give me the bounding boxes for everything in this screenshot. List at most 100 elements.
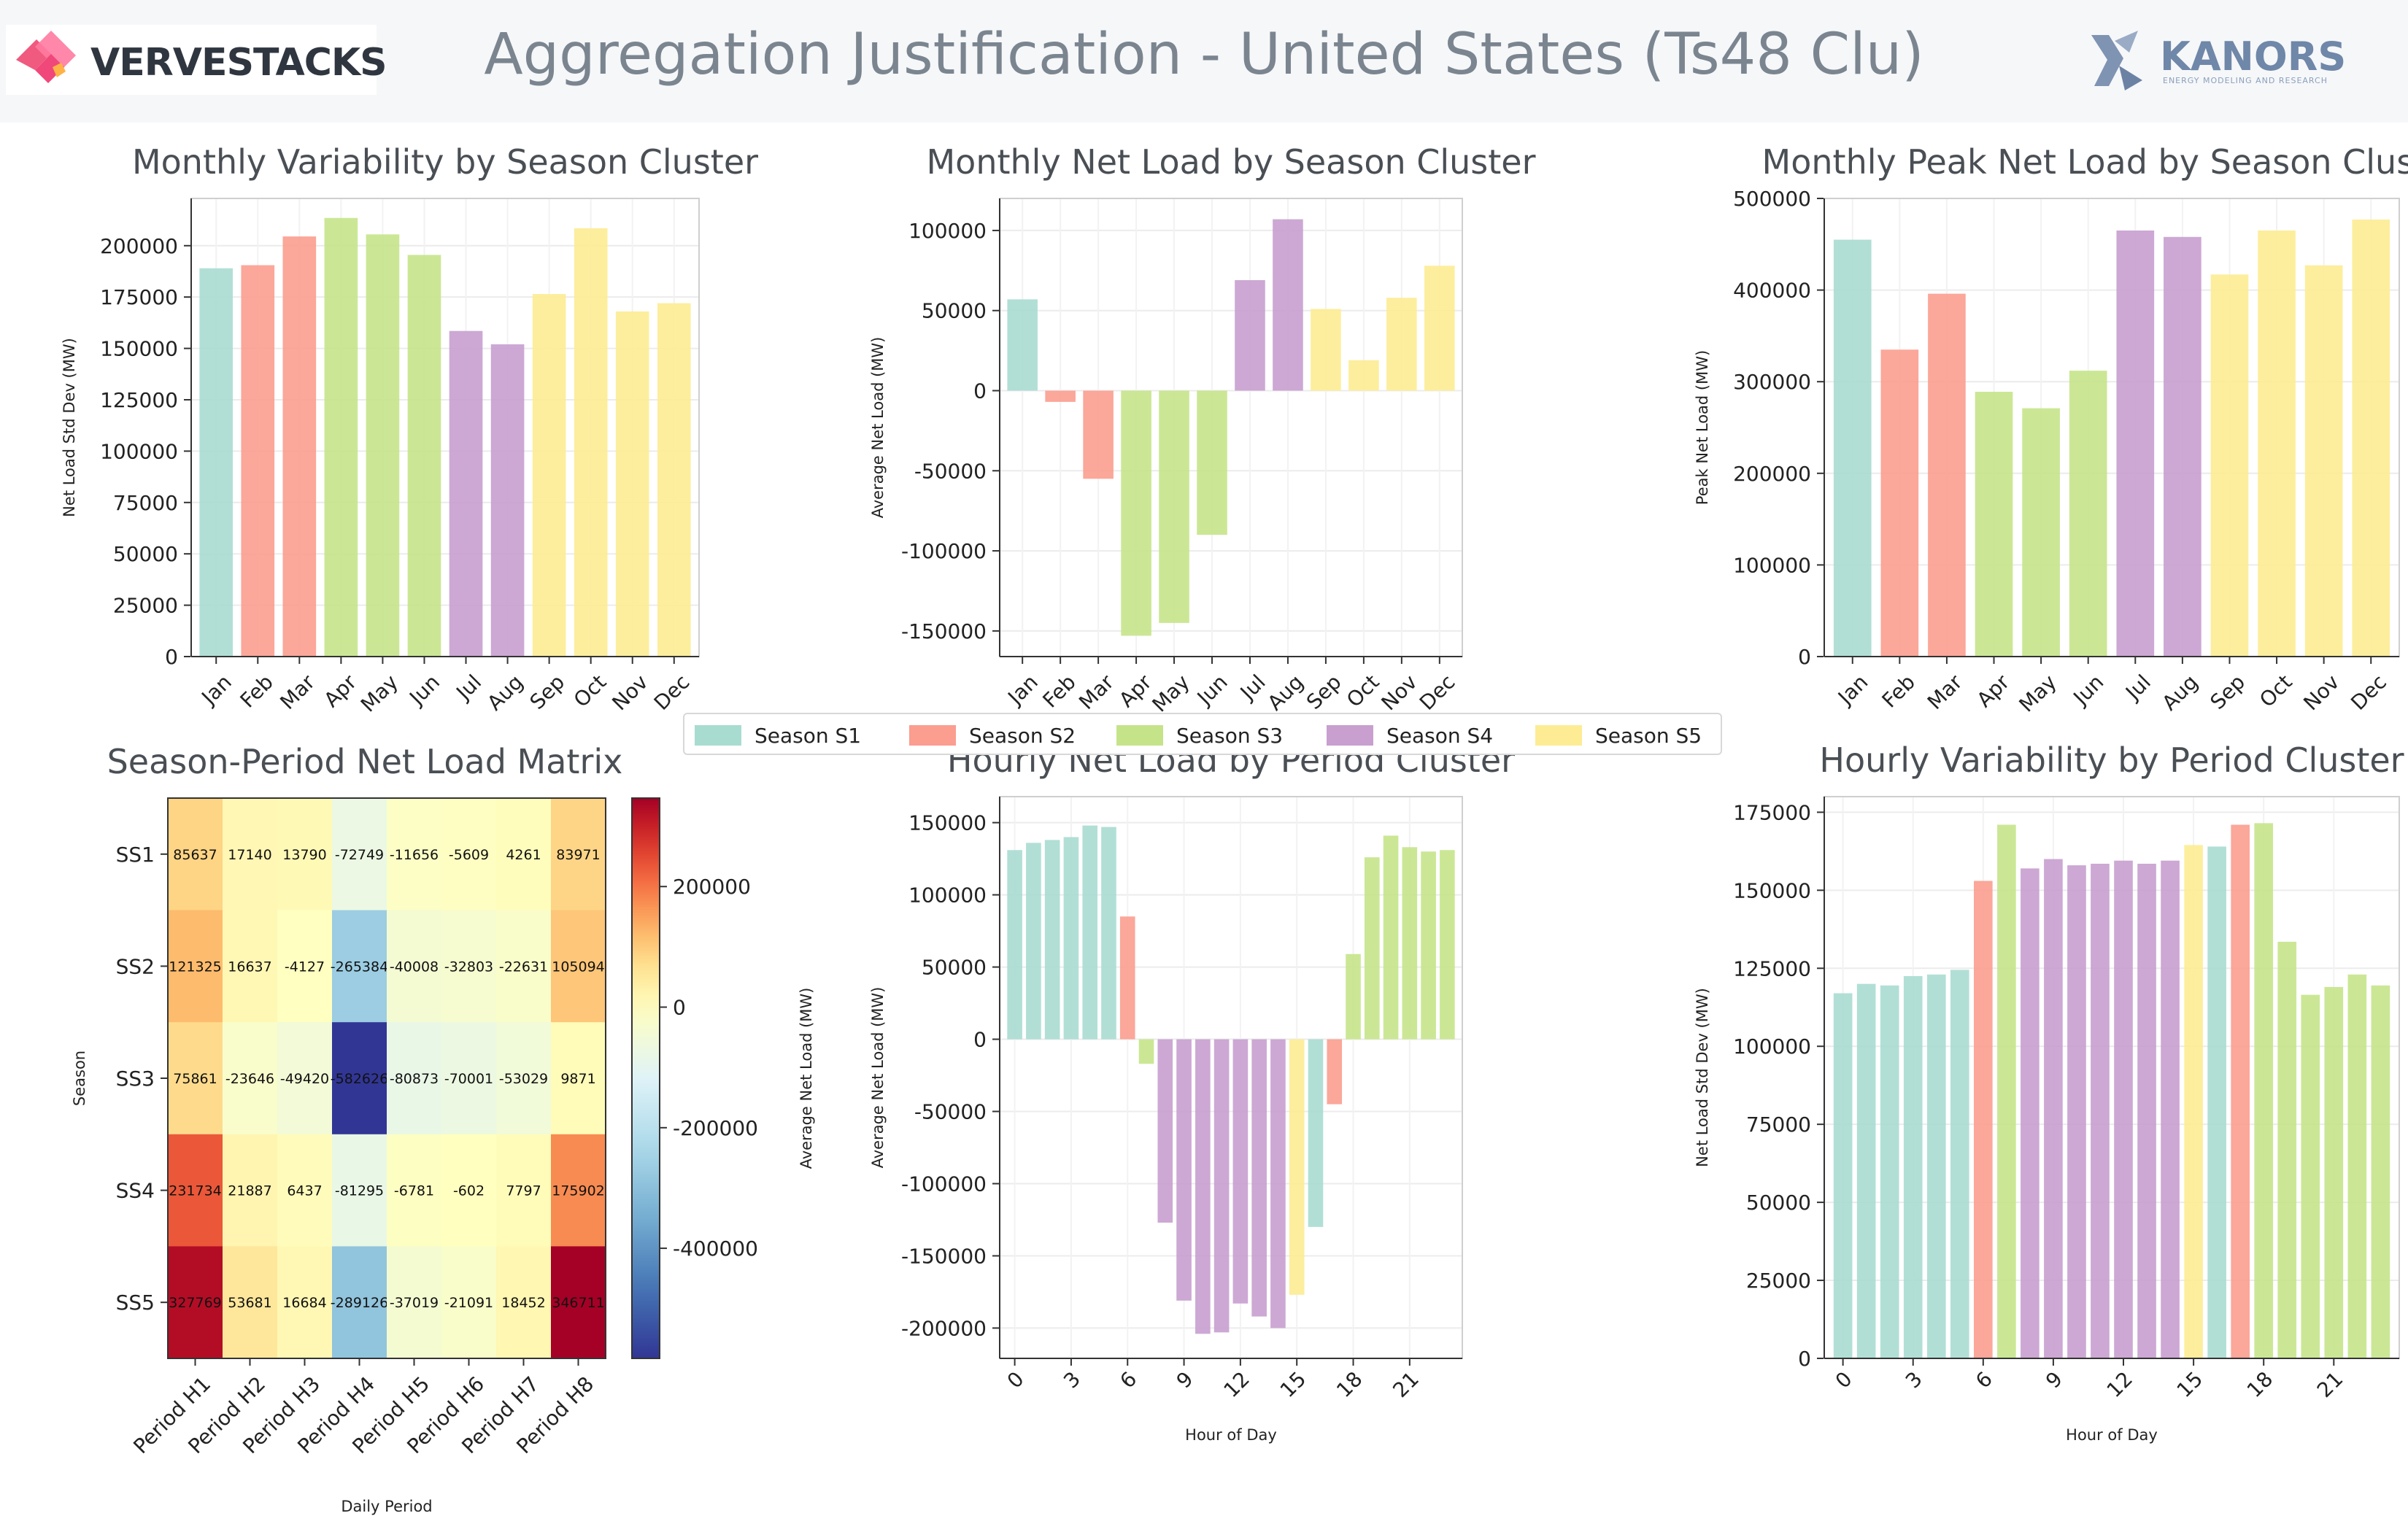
heatmap-cell [496,1134,552,1247]
bar [2352,219,2390,657]
y-tick-label: -50000 [914,1100,987,1124]
bar [1833,993,1853,1358]
colorbar-tick-label: -400000 [673,1237,758,1261]
kanors-logo-subtitle: ENERGY MODELING AND RESEARCH [2163,76,2328,85]
heatmap-cell [496,798,552,911]
y-tick-label: 75000 [113,491,178,515]
bar [490,344,525,657]
y-tick-label: 50000 [922,299,987,323]
plot-area [191,198,699,657]
heatmap-cell [277,1134,333,1247]
y-tick-label: SS1 [116,843,155,867]
bar [1289,1039,1305,1295]
y-tick-label: SS5 [116,1291,155,1315]
y-tick-label: 25000 [1746,1269,1811,1293]
bar [2277,941,2297,1358]
x-tick-label: Aug [2158,670,2203,715]
vervestacks-logo-mark-icon [16,31,76,83]
heatmap-cell-label: 75861 [173,1071,217,1087]
x-tick-label: Feb [236,670,278,712]
legend-swatch [695,725,741,746]
heatmap-cell-label: 17140 [228,847,271,863]
bar [366,234,400,657]
x-tick-label: May [2015,670,2061,716]
x-tick-label: Nov [1377,670,1422,715]
bar [1880,985,1899,1358]
heatmap-cell-label: -265384 [331,959,388,975]
bar [2137,863,2156,1358]
y-tick-label: -100000 [901,539,987,563]
x-tick-label: Jan [1003,670,1043,710]
y-tick-label: 125000 [100,388,178,412]
heatmap-cell-label: -72749 [335,847,384,863]
y-tick-label: 0 [165,645,178,669]
y-tick-label: -50000 [914,459,987,483]
y-tick-label: 50000 [1746,1191,1811,1215]
colorbar-tick-label: 0 [673,996,686,1020]
x-tick-label: 18 [2242,1367,2278,1403]
chart-hourly-net-load: Hourly Net Load by Period Cluster -200000… [839,730,1598,1459]
y-tick-label: 150000 [1733,878,1811,902]
bar [1903,975,1923,1358]
legend-swatch [1327,725,1373,746]
bar [1928,293,1966,657]
heatmap-cell-label: 53681 [228,1295,271,1311]
heatmap-cell-label: 7797 [506,1183,541,1199]
bar [2114,860,2133,1358]
bar [1195,1039,1211,1334]
x-tick-label: Jul [451,670,487,705]
heatmap-cell [551,1022,606,1135]
bar [2207,846,2226,1358]
heatmap-cell-label: 13790 [282,847,326,863]
bar [1197,390,1227,535]
colorbar-tick-label: -200000 [673,1116,758,1140]
y-axis-label: Net Load Std Dev (MW) [61,338,78,517]
bar [2091,863,2110,1358]
bar [1119,916,1135,1040]
chart-title: Hourly Variability by Period Cluster [1819,740,2404,780]
heatmap-cell [441,1246,497,1359]
bar [1346,953,1361,1040]
colorbar-tick-label: 200000 [673,875,751,899]
x-tick-label: Jun [1192,670,1232,711]
heatmap-cell [496,1022,552,1135]
bar [1833,239,1872,657]
x-tick-label: Mar [275,670,320,714]
vervestacks-logo: VERVESTACKS [6,25,387,95]
bar [1235,279,1265,391]
bar [2044,859,2063,1358]
bar [1007,299,1038,391]
kanors-logo: KANORS ENERGY MODELING AND RESEARCH [2087,28,2350,93]
y-tick-label: 150000 [908,811,987,835]
x-tick-label: 21 [1388,1367,1424,1403]
heatmap-cell-label: 85637 [173,847,217,863]
x-tick-label: Dec [649,670,695,715]
season-legend: Season S1 Season S2 Season S3 Season S4 Seas… [683,713,1722,755]
heatmap-cell [387,1022,442,1135]
heatmap-cell-label: -21091 [444,1295,493,1311]
chart-monthly-variability: Monthly Variability by Season Cluster 0 25… [0,131,795,759]
bar [1997,824,2016,1358]
heatmap-cell-label: -11656 [390,847,439,863]
bar [1026,843,1041,1040]
bar [2371,985,2390,1358]
legend-item-s2: Season S2 [909,723,1076,748]
heatmap-cell [168,798,223,911]
x-tick-label: 6 [1971,1367,1997,1393]
x-tick-label: Sep [525,670,570,714]
bar [574,228,608,657]
y-tick-label: 0 [973,1028,987,1052]
bar [532,293,566,657]
heatmap-cell [387,1246,442,1359]
chart-hourly-variability: Hourly Variability by Period Cluster 0 250… [1605,730,2408,1459]
bar [2231,824,2250,1358]
bar [1856,983,1876,1358]
bar [2067,865,2086,1358]
y-tick-label: 50000 [113,542,178,566]
bar [199,268,234,657]
page-title: Aggregation Justification - United State… [484,22,1924,88]
y-tick-label: 100000 [100,439,178,463]
heatmap-cell-label: -582626 [331,1071,388,1087]
bar [1950,970,1969,1358]
y-tick-label: 400000 [1733,279,1811,303]
